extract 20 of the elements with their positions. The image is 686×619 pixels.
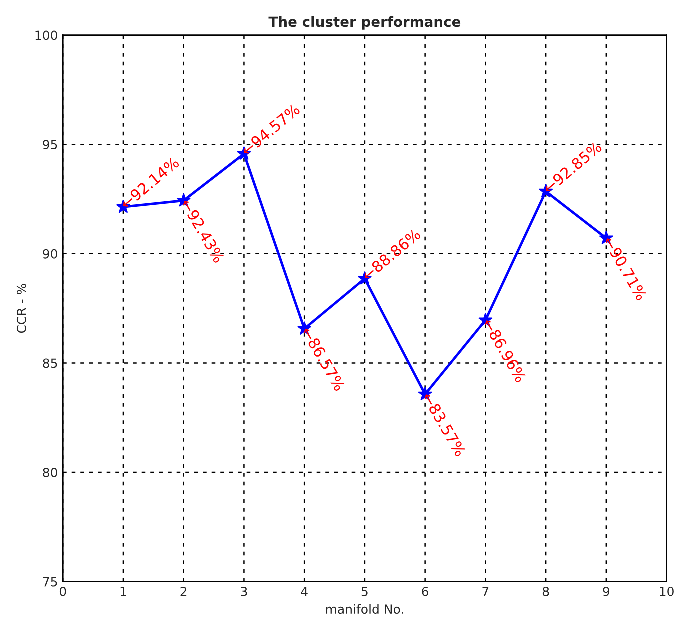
y-axis-title: CCR - % bbox=[16, 284, 26, 334]
y-tick-label: 85 bbox=[43, 358, 58, 368]
x-tick-label: 4 bbox=[301, 587, 308, 596]
y-tick-label: 75 bbox=[43, 577, 58, 587]
y-tick-label: 80 bbox=[43, 468, 58, 478]
x-tick-label: 0 bbox=[60, 586, 66, 596]
y-tick-label: 100 bbox=[36, 30, 58, 40]
x-tick-label: 8 bbox=[542, 586, 550, 596]
x-tick-label: 2 bbox=[180, 586, 187, 596]
x-tick-label: 1 bbox=[120, 587, 126, 596]
x-tick-label: 3 bbox=[241, 586, 248, 596]
x-axis-title: manifold No. bbox=[326, 604, 404, 614]
y-tick-label: 90 bbox=[43, 249, 58, 259]
y-tick-label: 95 bbox=[43, 140, 58, 150]
x-tick-label: 5 bbox=[362, 587, 368, 596]
x-tick-label: 9 bbox=[603, 586, 610, 596]
x-tick-label: 10 bbox=[660, 586, 674, 596]
x-tick-label: 6 bbox=[422, 586, 429, 596]
x-tick-label: 7 bbox=[482, 587, 489, 596]
chart-title: The cluster performance bbox=[268, 16, 461, 30]
